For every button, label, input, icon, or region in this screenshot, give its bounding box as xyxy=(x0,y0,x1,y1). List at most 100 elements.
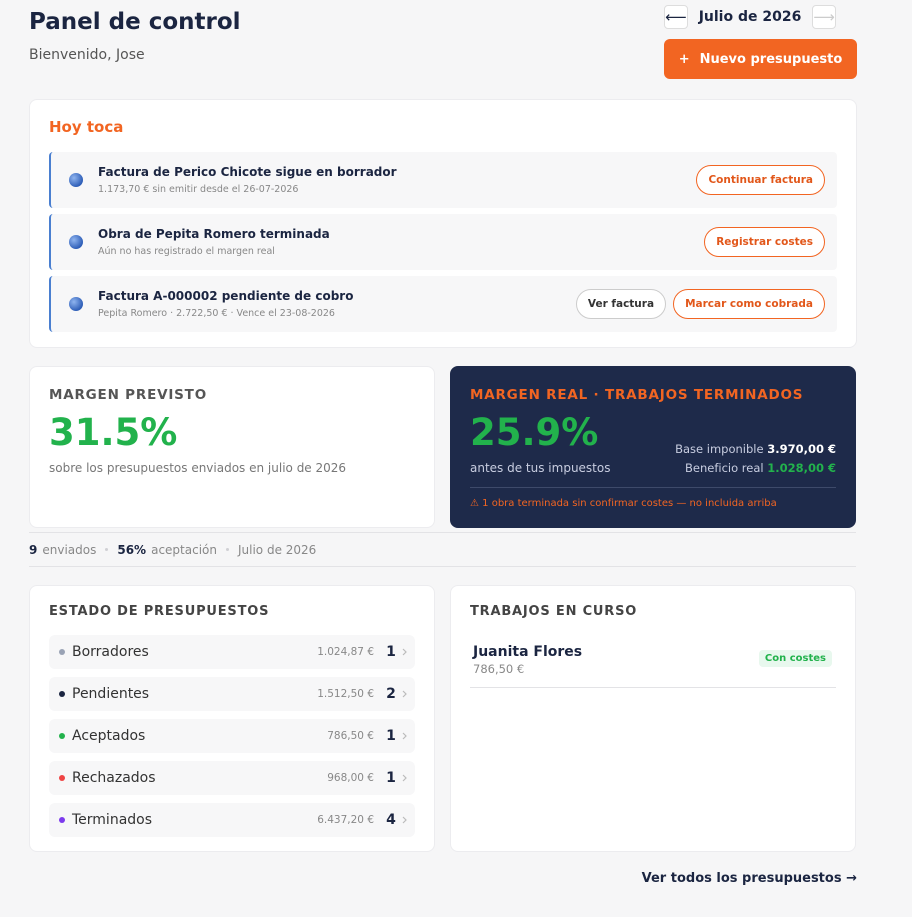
section-title: Hoy toca xyxy=(49,118,124,136)
warning-text: 1 obra terminada sin confirmar costes — … xyxy=(482,498,777,509)
chevron xyxy=(402,774,407,782)
chevron-shape xyxy=(402,816,407,824)
status-label: Borradores xyxy=(72,644,149,660)
status-row[interactable]: Borradores 1.024,87 € 1 xyxy=(49,635,415,669)
status-amount: 1.512,50 € xyxy=(317,688,374,700)
button-label: Nuevo presupuesto xyxy=(699,51,843,67)
new-quote-button[interactable]: + Nuevo presupuesto xyxy=(664,39,857,79)
task-title: Obra de Pepita Romero terminada xyxy=(98,226,330,241)
chevron xyxy=(402,732,407,740)
status-dot xyxy=(59,775,65,781)
task-title: Factura de Perico Chicote sigue en borra… xyxy=(98,164,397,179)
sent-label: enviados xyxy=(42,542,97,557)
page-title: Panel de control xyxy=(29,9,241,35)
period: Julio de 2026 xyxy=(237,542,317,557)
status-row[interactable]: Terminados 6.437,20 € 4 xyxy=(49,803,415,837)
summary: Base imponible 3.970,00 € Beneficio real… xyxy=(675,440,836,478)
status-dot xyxy=(59,733,65,739)
action-button[interactable]: Continuar factura xyxy=(696,165,825,195)
card-note: sobre los presupuestos enviados en julio… xyxy=(49,461,347,475)
page-subtitle: Bienvenido, Jose xyxy=(29,47,145,63)
task-item: Factura A-000002 pendiente de cobro Pepit… xyxy=(49,276,837,332)
task-icon xyxy=(69,235,83,249)
status-amount: 968,00 € xyxy=(327,772,374,784)
chevron-shape xyxy=(402,732,407,740)
base-label: Base imponible xyxy=(675,442,764,456)
warning: ⚠ 1 obra terminada sin confirmar costes … xyxy=(470,497,777,511)
task-detail: Pepita Romero · 2.722,50 € · Vence el 23… xyxy=(98,307,335,319)
status-count: 4 xyxy=(386,812,396,828)
sent-count: 9 xyxy=(29,542,38,557)
status-row[interactable]: Rechazados 968,00 € 1 xyxy=(49,761,415,795)
next-month[interactable]: ⟶ xyxy=(812,5,836,29)
card-label: MARGEN REAL · TRABAJOS TERMINADOS xyxy=(470,387,804,403)
status-count: 2 xyxy=(386,686,396,702)
prev-month[interactable]: ⟵ xyxy=(664,5,688,29)
status-dot xyxy=(59,649,65,655)
task-icon xyxy=(69,297,83,311)
profit-label: Beneficio real xyxy=(685,461,764,475)
action-button[interactable]: Marcar como cobrada xyxy=(673,289,825,319)
divider xyxy=(470,487,836,488)
status-label: Pendientes xyxy=(72,686,150,702)
plus-icon: + xyxy=(678,51,690,67)
task-icon xyxy=(69,173,83,187)
job-item[interactable]: Juanita Flores 786,50 € Con costes xyxy=(470,644,836,688)
status-row[interactable]: Aceptados 786,50 € 1 xyxy=(49,719,415,753)
task-text: Factura A-000002 pendiente de cobro Pepit… xyxy=(98,288,576,321)
card-label: MARGEN PREVISTO xyxy=(49,387,207,403)
chevron xyxy=(402,648,407,656)
action-button[interactable]: Registrar costes xyxy=(704,227,825,257)
chevron-shape xyxy=(402,648,407,656)
status-label: Rechazados xyxy=(72,770,156,786)
status-amount: 6.437,20 € xyxy=(317,814,374,826)
job-list: Juanita Flores 786,50 € Con costes xyxy=(470,644,836,688)
warning-icon: ⚠ xyxy=(470,498,479,509)
chevron xyxy=(402,816,407,824)
chevron xyxy=(402,690,407,698)
card-value: 25.9% xyxy=(470,411,599,454)
status-count: 1 xyxy=(386,644,396,660)
task-actions: Continuar factura xyxy=(696,165,825,195)
task-item: Obra de Pepita Romero terminada Aún no ha… xyxy=(49,214,837,270)
acceptance-label: aceptación xyxy=(151,542,217,557)
separator xyxy=(225,548,229,551)
status-amount: 1.024,87 € xyxy=(317,646,374,658)
current-month: Julio de 2026 xyxy=(698,9,802,25)
task-actions: Registrar costes xyxy=(704,227,825,257)
card-value: 31.5% xyxy=(49,411,178,454)
separator xyxy=(105,548,109,551)
acceptance-value: 56% xyxy=(117,542,147,557)
status-dot xyxy=(59,817,65,823)
status-row[interactable]: Pendientes 1.512,50 € 2 xyxy=(49,677,415,711)
action-button[interactable]: Ver factura xyxy=(575,289,667,319)
base-value: 3.970,00 € xyxy=(767,442,836,456)
task-text: Obra de Pepita Romero terminada Aún no ha… xyxy=(98,226,704,259)
task-detail: Aún no has registrado el margen real xyxy=(98,245,275,257)
status-card: ESTADO DE PRESUPUESTOS Borradores 1.024,8… xyxy=(29,585,435,852)
today-card: Hoy toca Factura de Perico Chicote sigue… xyxy=(29,99,857,348)
status-count: 1 xyxy=(386,728,396,744)
job-name: Juanita Flores xyxy=(473,644,583,660)
card-title: TRABAJOS EN CURSO xyxy=(470,604,638,619)
status-amount: 786,50 € xyxy=(327,730,374,742)
task-actions: Ver factura Marcar como cobrada xyxy=(575,289,825,319)
card-title: ESTADO DE PRESUPUESTOS xyxy=(49,604,270,619)
stats-bar: 9 enviados 56% aceptación Julio de 2026 xyxy=(29,532,856,567)
task-text: Factura de Perico Chicote sigue en borra… xyxy=(98,164,696,197)
task-item: Factura de Perico Chicote sigue en borra… xyxy=(49,152,837,208)
status-label: Aceptados xyxy=(72,728,146,744)
status-list: Borradores 1.024,87 € 1 Pendientes 1.512,50 … xyxy=(49,635,415,837)
chevron-shape xyxy=(402,774,407,782)
job-amount: 786,50 € xyxy=(473,662,525,676)
all-quotes-link[interactable]: Ver todos los presupuestos → xyxy=(641,871,857,886)
task-detail: 1.173,70 € sin emitir desde el 26-07-202… xyxy=(98,183,299,195)
task-title: Factura A-000002 pendiente de cobro xyxy=(98,288,354,303)
card-note: antes de tus impuestos xyxy=(470,461,611,475)
job-badge: Con costes xyxy=(758,650,832,667)
status-dot xyxy=(59,691,65,697)
status-count: 1 xyxy=(386,770,396,786)
profit-value: 1.028,00 € xyxy=(767,461,836,475)
